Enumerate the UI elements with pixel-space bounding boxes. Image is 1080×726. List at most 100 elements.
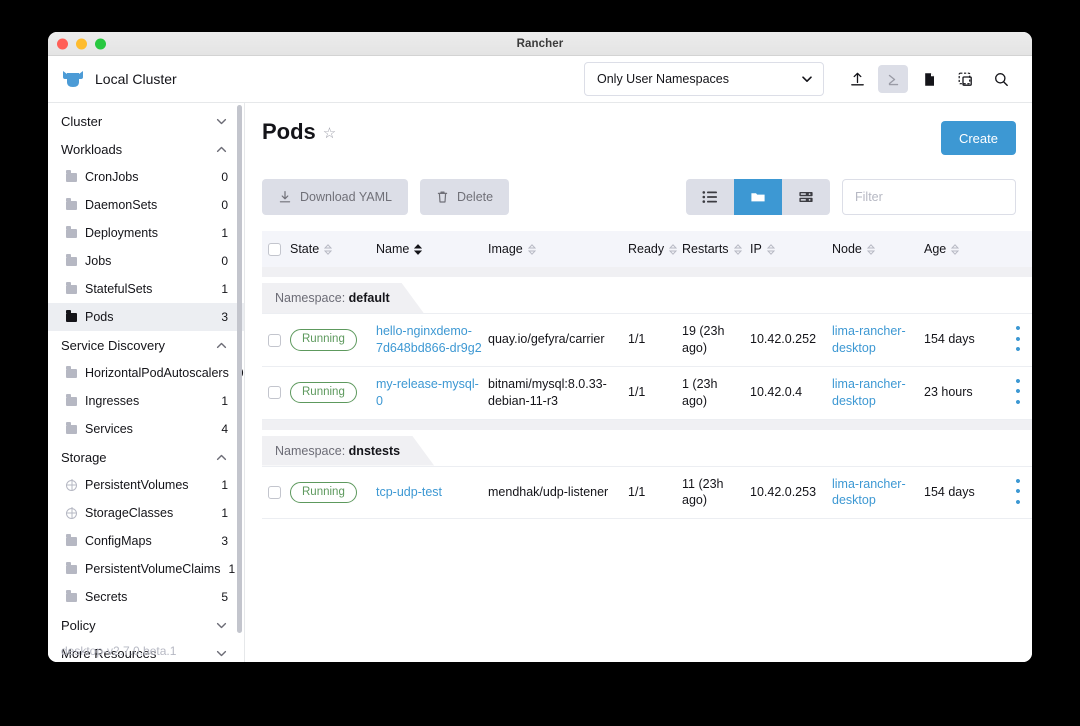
sidebar-group-more-resources[interactable]: More Resources bbox=[48, 639, 244, 662]
minimize-window-button[interactable] bbox=[76, 38, 87, 49]
cell-ip: 10.42.0.253 bbox=[750, 465, 832, 520]
folder-icon bbox=[66, 226, 77, 238]
sidebar-item-services[interactable]: Services 4 bbox=[48, 415, 244, 443]
sidebar-group-label: More Resources bbox=[61, 645, 157, 661]
sidebar-group-storage[interactable]: Storage bbox=[48, 443, 244, 471]
cell-name: hello-nginxdemo-7d648bd866-dr9g2 bbox=[376, 313, 488, 367]
sidebar-group-cluster[interactable]: Cluster bbox=[48, 107, 244, 135]
column-header-node[interactable]: Node bbox=[832, 231, 924, 267]
namespace-group-prefix: Namespace: bbox=[275, 443, 346, 458]
maximize-window-button[interactable] bbox=[95, 38, 106, 49]
brand-name: Local Cluster bbox=[95, 71, 177, 87]
folder-icon bbox=[66, 590, 77, 602]
pod-name-link[interactable]: my-release-mysql-0 bbox=[376, 376, 479, 408]
column-header-state[interactable]: State bbox=[290, 231, 376, 267]
column-header-restarts[interactable]: Restarts bbox=[682, 231, 750, 267]
sidebar-item-daemonsets[interactable]: DaemonSets 0 bbox=[48, 191, 244, 219]
cell-node: lima-rancher-desktop bbox=[832, 465, 924, 520]
column-header-ip[interactable]: IP bbox=[750, 231, 832, 267]
namespace-group-name: dnstests bbox=[348, 443, 401, 458]
column-header-label: Image bbox=[488, 242, 523, 256]
folder-icon bbox=[66, 310, 77, 322]
sidebar-nav: Cluster Workloads CronJobs 0 DaemonSets 0 Depl… bbox=[48, 103, 245, 662]
sidebar-item-ingresses[interactable]: Ingresses 1 bbox=[48, 387, 244, 415]
brand[interactable]: Local Cluster bbox=[56, 69, 252, 89]
sidebar-item-label: DaemonSets bbox=[85, 198, 158, 212]
row-actions-menu-icon[interactable]: • • • bbox=[1015, 320, 1021, 359]
row-checkbox[interactable] bbox=[268, 386, 281, 400]
sidebar-item-count: 1 bbox=[221, 478, 228, 492]
sidebar-group-label: Workloads bbox=[61, 141, 123, 157]
sidebar-item-horizontalpodautoscalers[interactable]: HorizontalPodAutoscalers0 bbox=[48, 359, 244, 387]
cell-age: 154 days bbox=[924, 313, 1004, 367]
cell-name: tcp-udp-test bbox=[376, 465, 488, 520]
node-link[interactable]: lima-rancher-desktop bbox=[832, 324, 906, 355]
trash-icon bbox=[436, 190, 449, 204]
sidebar-group-service-discovery[interactable]: Service Discovery bbox=[48, 331, 244, 359]
sidebar-group-policy[interactable]: Policy bbox=[48, 611, 244, 639]
sidebar-item-jobs[interactable]: Jobs 0 bbox=[48, 247, 244, 275]
row-checkbox[interactable] bbox=[268, 486, 281, 500]
detail-view-button[interactable] bbox=[782, 179, 830, 215]
sidebar-group-workloads[interactable]: Workloads bbox=[48, 135, 244, 163]
sidebar-item-storageclasses[interactable]: StorageClasses 1 bbox=[48, 499, 244, 527]
sidebar-item-count: 3 bbox=[221, 310, 228, 324]
sidebar-item-persistentvolumes[interactable]: PersistentVolumes 1 bbox=[48, 471, 244, 499]
rancher-cow-logo-icon bbox=[62, 69, 84, 89]
header-icon-group bbox=[842, 65, 1016, 93]
grouped-view-button[interactable] bbox=[734, 179, 782, 215]
column-header-label: State bbox=[290, 242, 320, 256]
sidebar-item-statefulsets[interactable]: StatefulSets 1 bbox=[48, 275, 244, 303]
page-title: Pods bbox=[262, 119, 316, 144]
column-header-ready[interactable]: Ready bbox=[628, 231, 682, 267]
sidebar-item-configmaps[interactable]: ConfigMaps 3 bbox=[48, 527, 244, 555]
delete-button[interactable]: Delete bbox=[419, 179, 510, 215]
close-window-button[interactable] bbox=[57, 38, 68, 49]
filter-input[interactable] bbox=[842, 179, 1016, 215]
table-row[interactable]: Running tcp-udp-test mendhak/udp-listener 1… bbox=[262, 465, 1032, 520]
window-controls bbox=[57, 38, 106, 49]
pod-name-link[interactable]: tcp-udp-test bbox=[376, 484, 443, 499]
sidebar-item-count: 1 bbox=[221, 226, 228, 240]
column-header-age[interactable]: Age bbox=[924, 231, 1004, 267]
sidebar-item-persistentvolumeclaims[interactable]: PersistentVolumeClaims 1 bbox=[48, 555, 244, 583]
cell-state: Running bbox=[290, 465, 376, 520]
column-header-label: Node bbox=[832, 242, 862, 256]
sidebar-item-secrets[interactable]: Secrets 5 bbox=[48, 583, 244, 611]
star-outline-icon[interactable]: ☆ bbox=[322, 125, 337, 142]
cell-actions: • • • bbox=[1004, 365, 1032, 420]
sidebar-item-count: 1 bbox=[221, 394, 228, 408]
namespace-filter-select[interactable]: Only User Namespaces bbox=[584, 62, 824, 96]
table-row[interactable]: Running my-release-mysql-0 bitnami/mysql:8… bbox=[262, 365, 1032, 420]
cell-state: Running bbox=[290, 313, 376, 367]
create-button[interactable]: Create bbox=[940, 121, 1016, 155]
column-header-image[interactable]: Image bbox=[488, 231, 628, 267]
flat-list-view-button[interactable] bbox=[686, 179, 734, 215]
row-checkbox[interactable] bbox=[268, 333, 281, 347]
column-header-name[interactable]: Name bbox=[376, 231, 488, 267]
node-link[interactable]: lima-rancher-desktop bbox=[832, 376, 906, 408]
chevron-up-icon bbox=[215, 339, 228, 352]
status-badge: Running bbox=[290, 381, 357, 404]
node-link[interactable]: lima-rancher-desktop bbox=[832, 476, 906, 508]
sidebar-item-count: 1 bbox=[221, 506, 228, 520]
row-actions-menu-icon[interactable]: • • • bbox=[1015, 472, 1021, 511]
download-yaml-button[interactable]: Download YAML bbox=[262, 179, 408, 215]
sidebar-item-pods[interactable]: Pods 3 bbox=[48, 303, 244, 331]
kubeconfig-file-icon[interactable] bbox=[914, 65, 944, 93]
cluster-dashboard-icon[interactable] bbox=[950, 65, 980, 93]
sidebar-scrollbar[interactable] bbox=[237, 105, 242, 633]
search-icon[interactable] bbox=[986, 65, 1016, 93]
sidebar-item-deployments[interactable]: Deployments 1 bbox=[48, 219, 244, 247]
sidebar-item-cronjobs[interactable]: CronJobs 0 bbox=[48, 163, 244, 191]
select-all-checkbox[interactable] bbox=[268, 242, 281, 256]
kubectl-shell-icon[interactable] bbox=[878, 65, 908, 93]
folder-icon bbox=[66, 198, 77, 210]
namespace-group-row: Namespace: dnstests bbox=[262, 419, 1032, 466]
pod-name-link[interactable]: hello-nginxdemo-7d648bd866-dr9g2 bbox=[376, 324, 482, 355]
table-row[interactable]: Running hello-nginxdemo-7d648bd866-dr9g2 q… bbox=[262, 313, 1032, 367]
cell-actions: • • • bbox=[1004, 465, 1032, 520]
import-yaml-icon[interactable] bbox=[842, 65, 872, 93]
row-actions-menu-icon[interactable]: • • • bbox=[1015, 372, 1021, 411]
cell-name: my-release-mysql-0 bbox=[376, 365, 488, 420]
